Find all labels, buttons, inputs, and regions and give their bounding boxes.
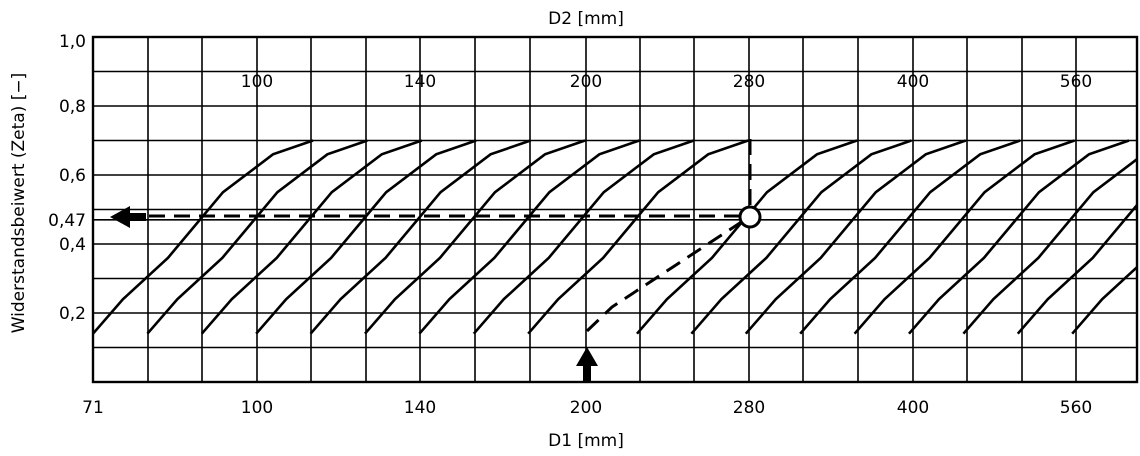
example-zeta-arrow xyxy=(110,206,146,228)
zeta-curve xyxy=(472,139,695,335)
x2-tick-label: 100 xyxy=(241,72,273,92)
y-axis-title: Widerstandsbeiwert (Zeta) [−] xyxy=(9,73,29,334)
zeta-curve xyxy=(527,139,749,335)
y-tick-label: 0,2 xyxy=(59,304,86,324)
tick-labels: 71 100 140 200 280 400 560 100 140 200 280 400 560 1,… xyxy=(48,32,1092,418)
zeta-curve xyxy=(364,139,586,335)
zeta-curve xyxy=(200,139,423,335)
x2-tick-label: 400 xyxy=(897,72,929,92)
zeta-curve xyxy=(962,158,1138,335)
y-tick-label: 1,0 xyxy=(59,32,86,52)
x-tick-label: 560 xyxy=(1060,398,1092,418)
example-d1-arrow xyxy=(576,347,598,382)
x-tick-label: 200 xyxy=(570,398,602,418)
zeta-curve xyxy=(1071,266,1138,335)
x-tick-label: 400 xyxy=(897,398,929,418)
x-tick-label: 100 xyxy=(241,398,273,418)
zeta-curve xyxy=(255,139,477,335)
curve-family xyxy=(92,139,1138,335)
example-vertical-dashed-line xyxy=(585,215,750,333)
x2-tick-label: 140 xyxy=(404,72,436,92)
zeta-curve xyxy=(690,139,912,335)
x-axis-title: D1 [mm] xyxy=(548,431,624,451)
grid xyxy=(93,37,1137,382)
x2-axis-title: D2 [mm] xyxy=(548,9,624,29)
y-tick-label: 0,4 xyxy=(59,235,86,255)
x-tick-label: 280 xyxy=(733,398,765,418)
x2-tick-label: 280 xyxy=(733,72,765,92)
zeta-curve xyxy=(146,139,368,335)
y-tick-label: 0,6 xyxy=(59,166,86,186)
zeta-curve xyxy=(799,139,1021,335)
zeta-curve xyxy=(908,139,1130,335)
example-intersection-circle xyxy=(738,205,762,229)
zeta-curve xyxy=(309,139,532,335)
zeta-curve xyxy=(418,139,640,335)
x-tick-label: 140 xyxy=(404,398,436,418)
y-tick-label: 0,8 xyxy=(59,97,86,117)
zeta-curve xyxy=(744,139,967,335)
x2-tick-label: 560 xyxy=(1060,72,1092,92)
x-tick-label: 71 xyxy=(82,398,104,418)
x2-tick-label: 200 xyxy=(570,72,602,92)
example-reading xyxy=(110,136,762,382)
zeta-curve xyxy=(853,139,1076,335)
zeta-curve xyxy=(1016,204,1138,335)
y-tick-label: 0,47 xyxy=(48,211,86,231)
zeta-curve xyxy=(92,139,314,335)
plot-frame xyxy=(91,35,1139,384)
